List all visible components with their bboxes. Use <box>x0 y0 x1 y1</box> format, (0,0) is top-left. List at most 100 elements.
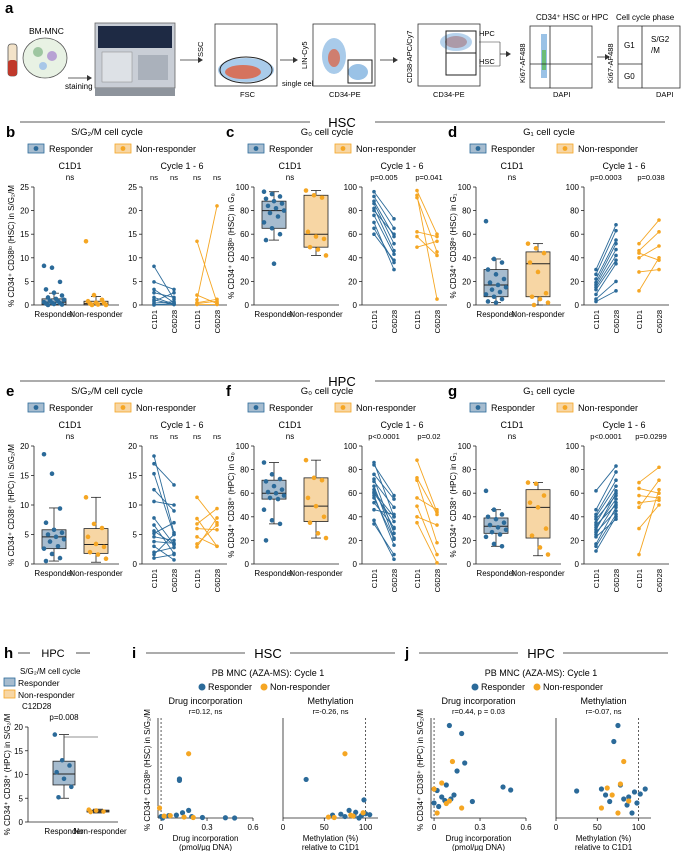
svg-text:/M: /M <box>651 46 660 55</box>
y-tick-label: 80 <box>240 466 249 475</box>
data-point <box>215 204 219 208</box>
pair-line <box>373 464 395 496</box>
x-tick-label: 0.3 <box>201 823 213 832</box>
pair-line <box>595 498 617 528</box>
y-tick-label: 40 <box>240 254 249 263</box>
stat-label: p=0.02 <box>417 432 440 441</box>
panel-label: e <box>6 383 14 400</box>
legend-dot-responder <box>475 146 481 151</box>
stat-label: ns <box>170 173 178 182</box>
subplot-title: C1D1 <box>58 161 81 171</box>
section-hsc: HSC <box>20 115 665 130</box>
svg-text:DAPI: DAPI <box>553 90 571 99</box>
data-point <box>392 497 396 501</box>
data-point <box>503 527 509 533</box>
data-point <box>172 295 176 300</box>
pair-line <box>638 252 660 261</box>
data-point <box>261 460 267 465</box>
pair-line <box>595 230 617 275</box>
data-point <box>199 814 206 821</box>
data-point <box>435 540 439 545</box>
y-tick-label: 0 <box>353 560 358 569</box>
y-tick-label: 20 <box>462 277 471 286</box>
data-point <box>103 556 109 561</box>
data-point <box>631 789 638 795</box>
legend-dot-responder <box>253 146 259 151</box>
svg-text:CD38-APC/Cy7: CD38-APC/Cy7 <box>405 30 414 83</box>
x-tick-label: C6D28 <box>655 310 664 333</box>
data-point <box>529 533 535 538</box>
data-point <box>657 478 661 483</box>
pair-line <box>595 243 617 283</box>
pair-line <box>373 228 395 263</box>
data-point <box>657 487 661 492</box>
data-point <box>152 544 156 549</box>
data-point <box>435 507 439 512</box>
data-point <box>273 490 279 496</box>
data-point <box>594 287 598 292</box>
pair-line <box>416 477 438 515</box>
pair-line <box>638 479 660 508</box>
box <box>261 479 287 500</box>
legend-dot-responder <box>33 146 39 151</box>
legend-label-nonresponder: Non-responder <box>18 690 75 700</box>
chart-title: PB MNC (AZA-MS): Cycle 1 <box>485 668 598 678</box>
pair-line <box>153 297 175 305</box>
data-point <box>443 782 449 788</box>
data-point <box>435 234 439 239</box>
data-point <box>372 479 376 484</box>
data-point <box>342 813 348 820</box>
x-tick-label: C1D1 <box>370 310 379 329</box>
data-point <box>614 515 618 519</box>
data-point <box>67 763 72 768</box>
legend-label-responder: Responder <box>491 403 535 413</box>
data-point <box>372 463 376 467</box>
data-point <box>614 491 618 496</box>
subplot-title: C1D1 <box>500 161 523 171</box>
data-point <box>215 527 219 532</box>
data-point <box>279 201 285 206</box>
y-tick-label: 40 <box>570 254 579 263</box>
data-point <box>594 267 598 272</box>
x-axis-label-2: relative to C1D1 <box>302 843 360 851</box>
legend-dot-nonresponder <box>340 405 346 410</box>
data-point <box>269 518 275 523</box>
data-point <box>614 258 618 262</box>
legend-label-responder: Responder <box>491 144 535 154</box>
data-point <box>315 531 321 536</box>
pair-line <box>196 517 218 548</box>
legend-dot-responder <box>471 683 479 691</box>
chart-title: G₁ cell cycle <box>523 127 575 138</box>
data-point <box>537 296 543 302</box>
staining-label: staining <box>65 82 93 91</box>
data-point <box>91 521 97 527</box>
data-point <box>186 807 192 813</box>
data-point <box>172 483 176 487</box>
fsc-ssc-plot: SSC FSC <box>196 23 278 99</box>
data-point <box>485 267 491 272</box>
data-point <box>47 539 53 544</box>
data-point <box>525 241 531 246</box>
x-tick-label: C6D28 <box>213 310 222 333</box>
data-point <box>372 208 376 213</box>
legend-label-nonresponder: Non-responder <box>136 144 196 154</box>
data-point <box>186 751 192 757</box>
data-point <box>469 798 475 805</box>
stat-label: r=-0.07, ns <box>585 707 621 716</box>
legend-label-responder: Responder <box>18 678 60 688</box>
stat-label: ns <box>170 432 178 441</box>
data-point <box>195 535 199 539</box>
pair-line <box>595 502 617 535</box>
data-point <box>51 527 57 533</box>
data-point <box>83 495 89 500</box>
data-point <box>265 203 271 209</box>
data-point <box>152 552 156 557</box>
data-point <box>431 800 437 806</box>
data-point <box>594 549 598 553</box>
data-point <box>415 195 419 200</box>
data-point <box>459 805 465 811</box>
chart-title: S/G₂/M cell cycle <box>71 386 143 397</box>
pair-line <box>416 197 438 253</box>
data-point <box>172 509 176 513</box>
